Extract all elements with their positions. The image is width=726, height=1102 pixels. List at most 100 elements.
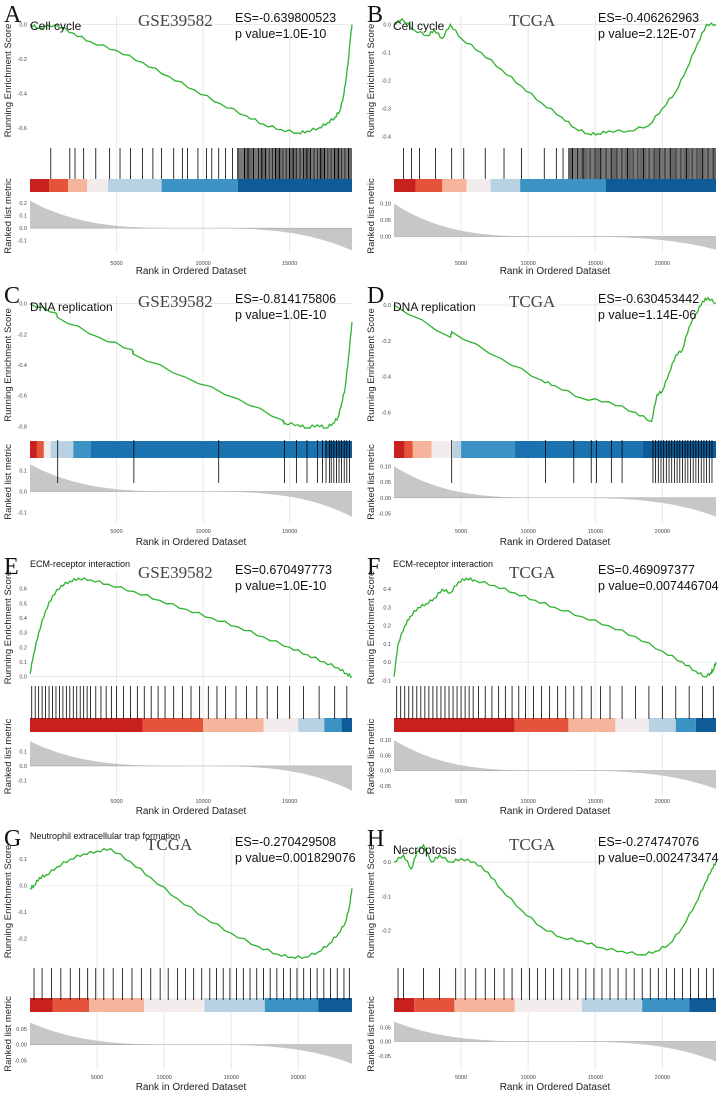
es-y-tick-label: -0.3: [382, 107, 391, 113]
x-tick-label: 15000: [588, 799, 603, 805]
es-value: ES=0.469097377: [598, 563, 695, 577]
rank-y-tick-label: 0.2: [19, 201, 27, 207]
rank-color-segment: [43, 441, 51, 458]
rank-y-tick-label: 0.10: [380, 738, 391, 744]
x-tick-label: 20000: [655, 529, 670, 535]
panel-e: 0.0 0.1 0.2 0.3 0.4 0.5 0.6 0.1 0.0 -0.1 5000 10000…: [3, 554, 353, 817]
rank-color-segment: [642, 998, 690, 1012]
rank-y-tick-label: -0.05: [378, 1054, 391, 1060]
es-y-tick-label: 0.1: [19, 660, 27, 666]
panel-g: 0.1 0.0 -0.1 -0.2 0.05 0.00 -0.05 5000 10000 1500…: [3, 826, 356, 1093]
es-y-tick-label: 0.0: [19, 302, 27, 308]
x-tick-label: 5000: [110, 799, 122, 805]
x-axis-label: Rank in Ordered Dataset: [136, 537, 247, 548]
es-value: ES=-0.630453442: [598, 292, 699, 306]
rank-color-segment: [30, 718, 143, 732]
rank-color-segment: [87, 179, 108, 192]
x-tick-label: 20000: [291, 1075, 306, 1081]
panel-letter: A: [4, 2, 22, 28]
x-axis-label: Rank in Ordered Dataset: [136, 1082, 247, 1093]
y-axis-label-es: Running Enrichment Score: [366, 24, 377, 138]
rank-color-segment: [442, 179, 467, 192]
y-axis-label-es: Running Enrichment Score: [3, 571, 14, 685]
enrichment-curve: [393, 577, 717, 678]
rank-y-tick-label: 0.10: [380, 464, 391, 470]
rank-y-tick-label: -0.1: [18, 778, 27, 784]
x-tick-label: 15000: [588, 1075, 603, 1081]
ranked-metric-area: [30, 200, 352, 251]
rank-color-segment: [30, 998, 53, 1012]
es-y-tick-label: 0.3: [383, 605, 391, 611]
panel-title: DNA replication: [393, 300, 476, 314]
rank-y-tick-label: 0.00: [16, 1043, 27, 1049]
y-axis-label-rank: Ranked list metric: [366, 719, 377, 795]
rank-color-segment: [204, 998, 265, 1012]
panel-letter: F: [367, 554, 380, 580]
es-value: ES=-0.814175806: [235, 292, 336, 306]
p-value: p value=2.12E-07: [598, 27, 696, 41]
panel-letter: D: [367, 283, 384, 309]
es-y-tick-label: 0.4: [383, 587, 391, 593]
enrichment-curve: [29, 23, 353, 135]
rank-color-segment: [415, 179, 443, 192]
rank-color-segment: [203, 718, 264, 732]
rank-y-tick-label: -0.05: [14, 1059, 27, 1065]
rank-y-tick-label: -0.1: [18, 239, 27, 245]
rank-color-segment: [568, 718, 616, 732]
rank-color-segment: [514, 441, 643, 458]
rank-color-segment: [605, 179, 716, 192]
panel-title: Cell cycle: [30, 19, 82, 33]
enrichment-curve: [29, 847, 353, 960]
es-y-tick-label: -0.6: [18, 126, 27, 132]
enrichment-curve: [393, 17, 717, 136]
rank-y-tick-label: 0.1: [19, 749, 27, 755]
x-axis-label: Rank in Ordered Dataset: [136, 266, 247, 277]
x-axis-label: Rank in Ordered Dataset: [136, 806, 247, 817]
p-value: p value=0.007446704: [598, 579, 719, 593]
x-tick-label: 20000: [655, 261, 670, 267]
panel-a: 0.0 -0.2 -0.4 -0.6 0.2 0.1 0.0 -0.1 5000 10000 150…: [3, 2, 353, 277]
rank-color-segment: [50, 441, 74, 458]
dataset-label: TCGA: [146, 835, 193, 854]
x-axis-label: Rank in Ordered Dataset: [500, 266, 611, 277]
rank-color-segment: [514, 998, 582, 1012]
panel-letter: E: [4, 554, 19, 580]
rank-color-segment: [52, 998, 90, 1012]
rank-color-segment: [298, 718, 325, 732]
p-value: p value=0.002473474: [598, 851, 719, 865]
panel-letter: B: [367, 2, 383, 28]
p-value: p value=1.0E-10: [235, 308, 326, 322]
ranked-metric-area: [30, 464, 352, 517]
panel-title: Necroptosis: [393, 843, 456, 857]
rank-color-segment: [520, 179, 606, 192]
es-y-tick-label: -0.1: [382, 678, 391, 684]
y-axis-label-es: Running Enrichment Score: [366, 845, 377, 959]
y-axis-label-rank: Ranked list metric: [366, 444, 377, 520]
es-y-tick-label: 0.0: [19, 675, 27, 681]
rank-y-tick-label: 0.10: [380, 202, 391, 208]
es-y-tick-label: 0.2: [383, 624, 391, 630]
ranked-metric-area: [30, 1022, 352, 1064]
y-axis-label-rank: Ranked list metric: [3, 178, 14, 254]
x-axis-label: Rank in Ordered Dataset: [500, 1082, 611, 1093]
rank-color-segment: [90, 441, 325, 458]
rank-color-segment: [144, 998, 205, 1012]
rank-color-segment: [68, 179, 88, 192]
x-axis-label: Rank in Ordered Dataset: [500, 806, 611, 817]
x-tick-label: 5000: [455, 529, 467, 535]
es-value: ES=-0.274747076: [598, 835, 699, 849]
x-tick-label: 15000: [282, 799, 297, 805]
es-y-tick-label: 0.0: [383, 22, 391, 28]
rank-y-tick-label: -0.05: [378, 784, 391, 790]
rank-color-segment: [237, 179, 352, 192]
panel-title: Cell cycle: [393, 19, 445, 33]
x-tick-label: 5000: [110, 261, 122, 267]
x-tick-label: 20000: [655, 799, 670, 805]
rank-y-tick-label: 0.00: [380, 769, 391, 775]
x-tick-label: 5000: [455, 799, 467, 805]
rank-color-segment: [675, 718, 696, 732]
enrichment-curve: [29, 577, 353, 678]
es-y-tick-label: -0.2: [18, 937, 27, 943]
rank-color-segment: [264, 998, 319, 1012]
x-tick-label: 10000: [521, 1075, 536, 1081]
